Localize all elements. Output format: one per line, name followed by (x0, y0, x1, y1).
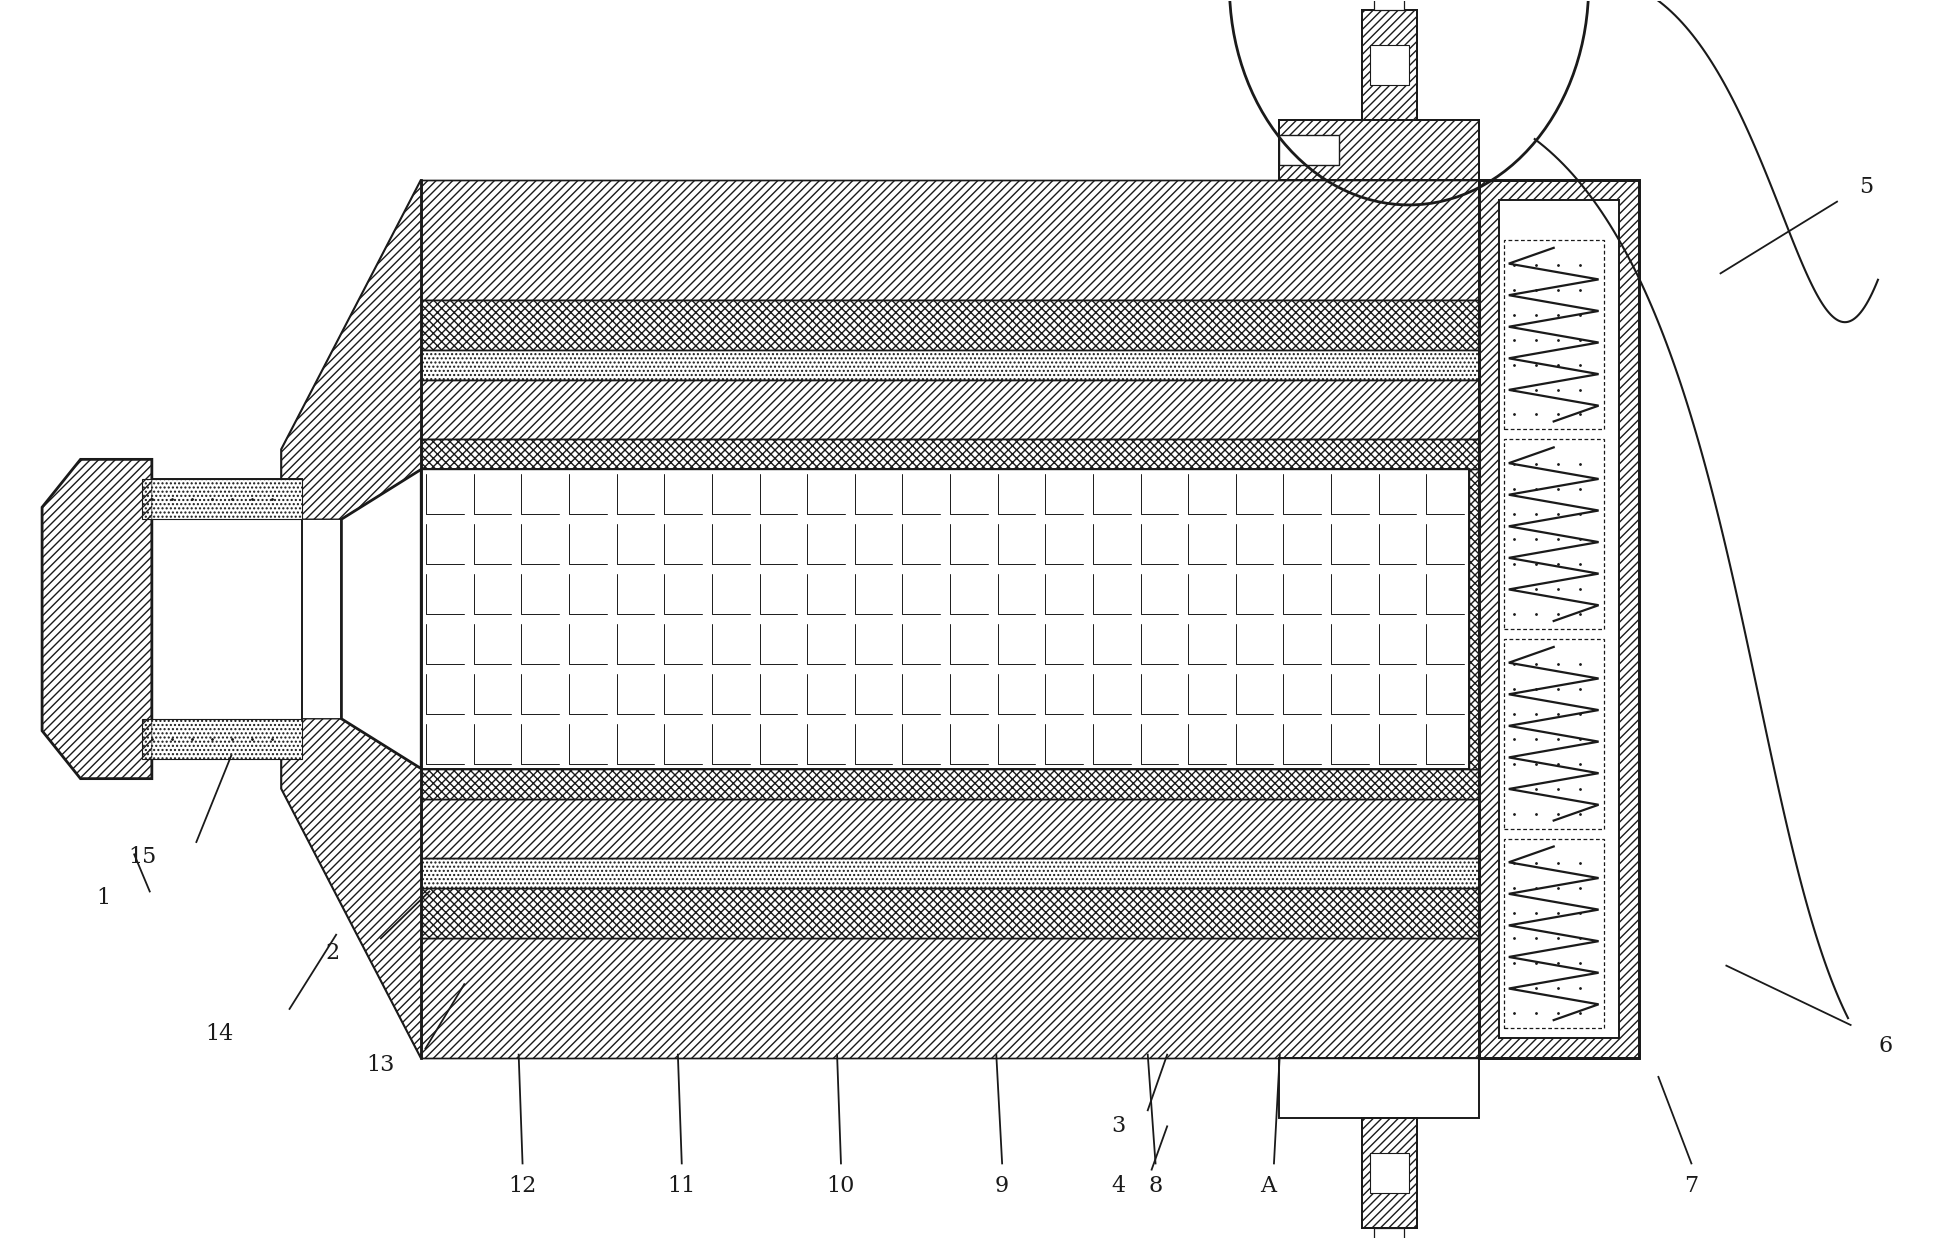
Bar (420, 938, 1479, 1058)
Text: 2: 2 (325, 943, 339, 964)
Bar (1504, 639, 1604, 829)
Text: 9: 9 (994, 1175, 1010, 1197)
Text: 15: 15 (128, 846, 156, 867)
Text: 14: 14 (206, 1022, 234, 1044)
Text: 13: 13 (366, 1053, 395, 1075)
Bar (142, 479, 302, 758)
Text: 6: 6 (1878, 1035, 1893, 1057)
Polygon shape (341, 470, 420, 768)
Bar (1279, 120, 1479, 180)
Bar (142, 479, 302, 519)
Polygon shape (282, 180, 420, 519)
Text: 4: 4 (1111, 1175, 1125, 1197)
Bar (1479, 180, 1639, 1058)
Bar (420, 379, 1479, 440)
Bar (1362, 1118, 1417, 1228)
Polygon shape (282, 180, 420, 1058)
Bar (1374, 0, 1403, 10)
Bar (1279, 120, 1479, 180)
Text: 10: 10 (827, 1175, 854, 1197)
Bar (420, 859, 1479, 888)
Bar (1362, 1118, 1417, 1228)
Text: 7: 7 (1685, 1175, 1699, 1197)
Text: 3: 3 (1111, 1115, 1125, 1137)
Bar (1362, 10, 1417, 120)
Text: A: A (1261, 1175, 1277, 1197)
Bar (420, 799, 1479, 859)
Bar (1504, 440, 1604, 629)
Text: 1: 1 (95, 887, 111, 908)
Bar (1279, 135, 1339, 165)
Bar (1370, 1152, 1409, 1193)
Bar (420, 180, 1479, 300)
Bar (142, 719, 302, 758)
Bar (1279, 1058, 1479, 1118)
Bar (420, 300, 1479, 349)
Bar (1374, 1228, 1403, 1239)
Text: 8: 8 (1148, 1175, 1162, 1197)
Bar (420, 888, 1479, 938)
Text: 5: 5 (1858, 176, 1874, 198)
Bar (420, 470, 1469, 768)
Bar (181, 519, 282, 719)
Text: 11: 11 (667, 1175, 697, 1197)
Polygon shape (282, 719, 420, 1058)
Bar (1504, 240, 1604, 430)
Bar (1469, 470, 1479, 768)
Bar (420, 349, 1479, 379)
Bar (1479, 180, 1639, 1058)
Bar (420, 440, 1479, 470)
Bar (1370, 46, 1409, 85)
Text: 12: 12 (508, 1175, 537, 1197)
Bar (420, 768, 1479, 799)
Bar (1498, 199, 1619, 1038)
Bar (1362, 10, 1417, 120)
Polygon shape (43, 460, 152, 778)
Bar (1504, 839, 1604, 1028)
